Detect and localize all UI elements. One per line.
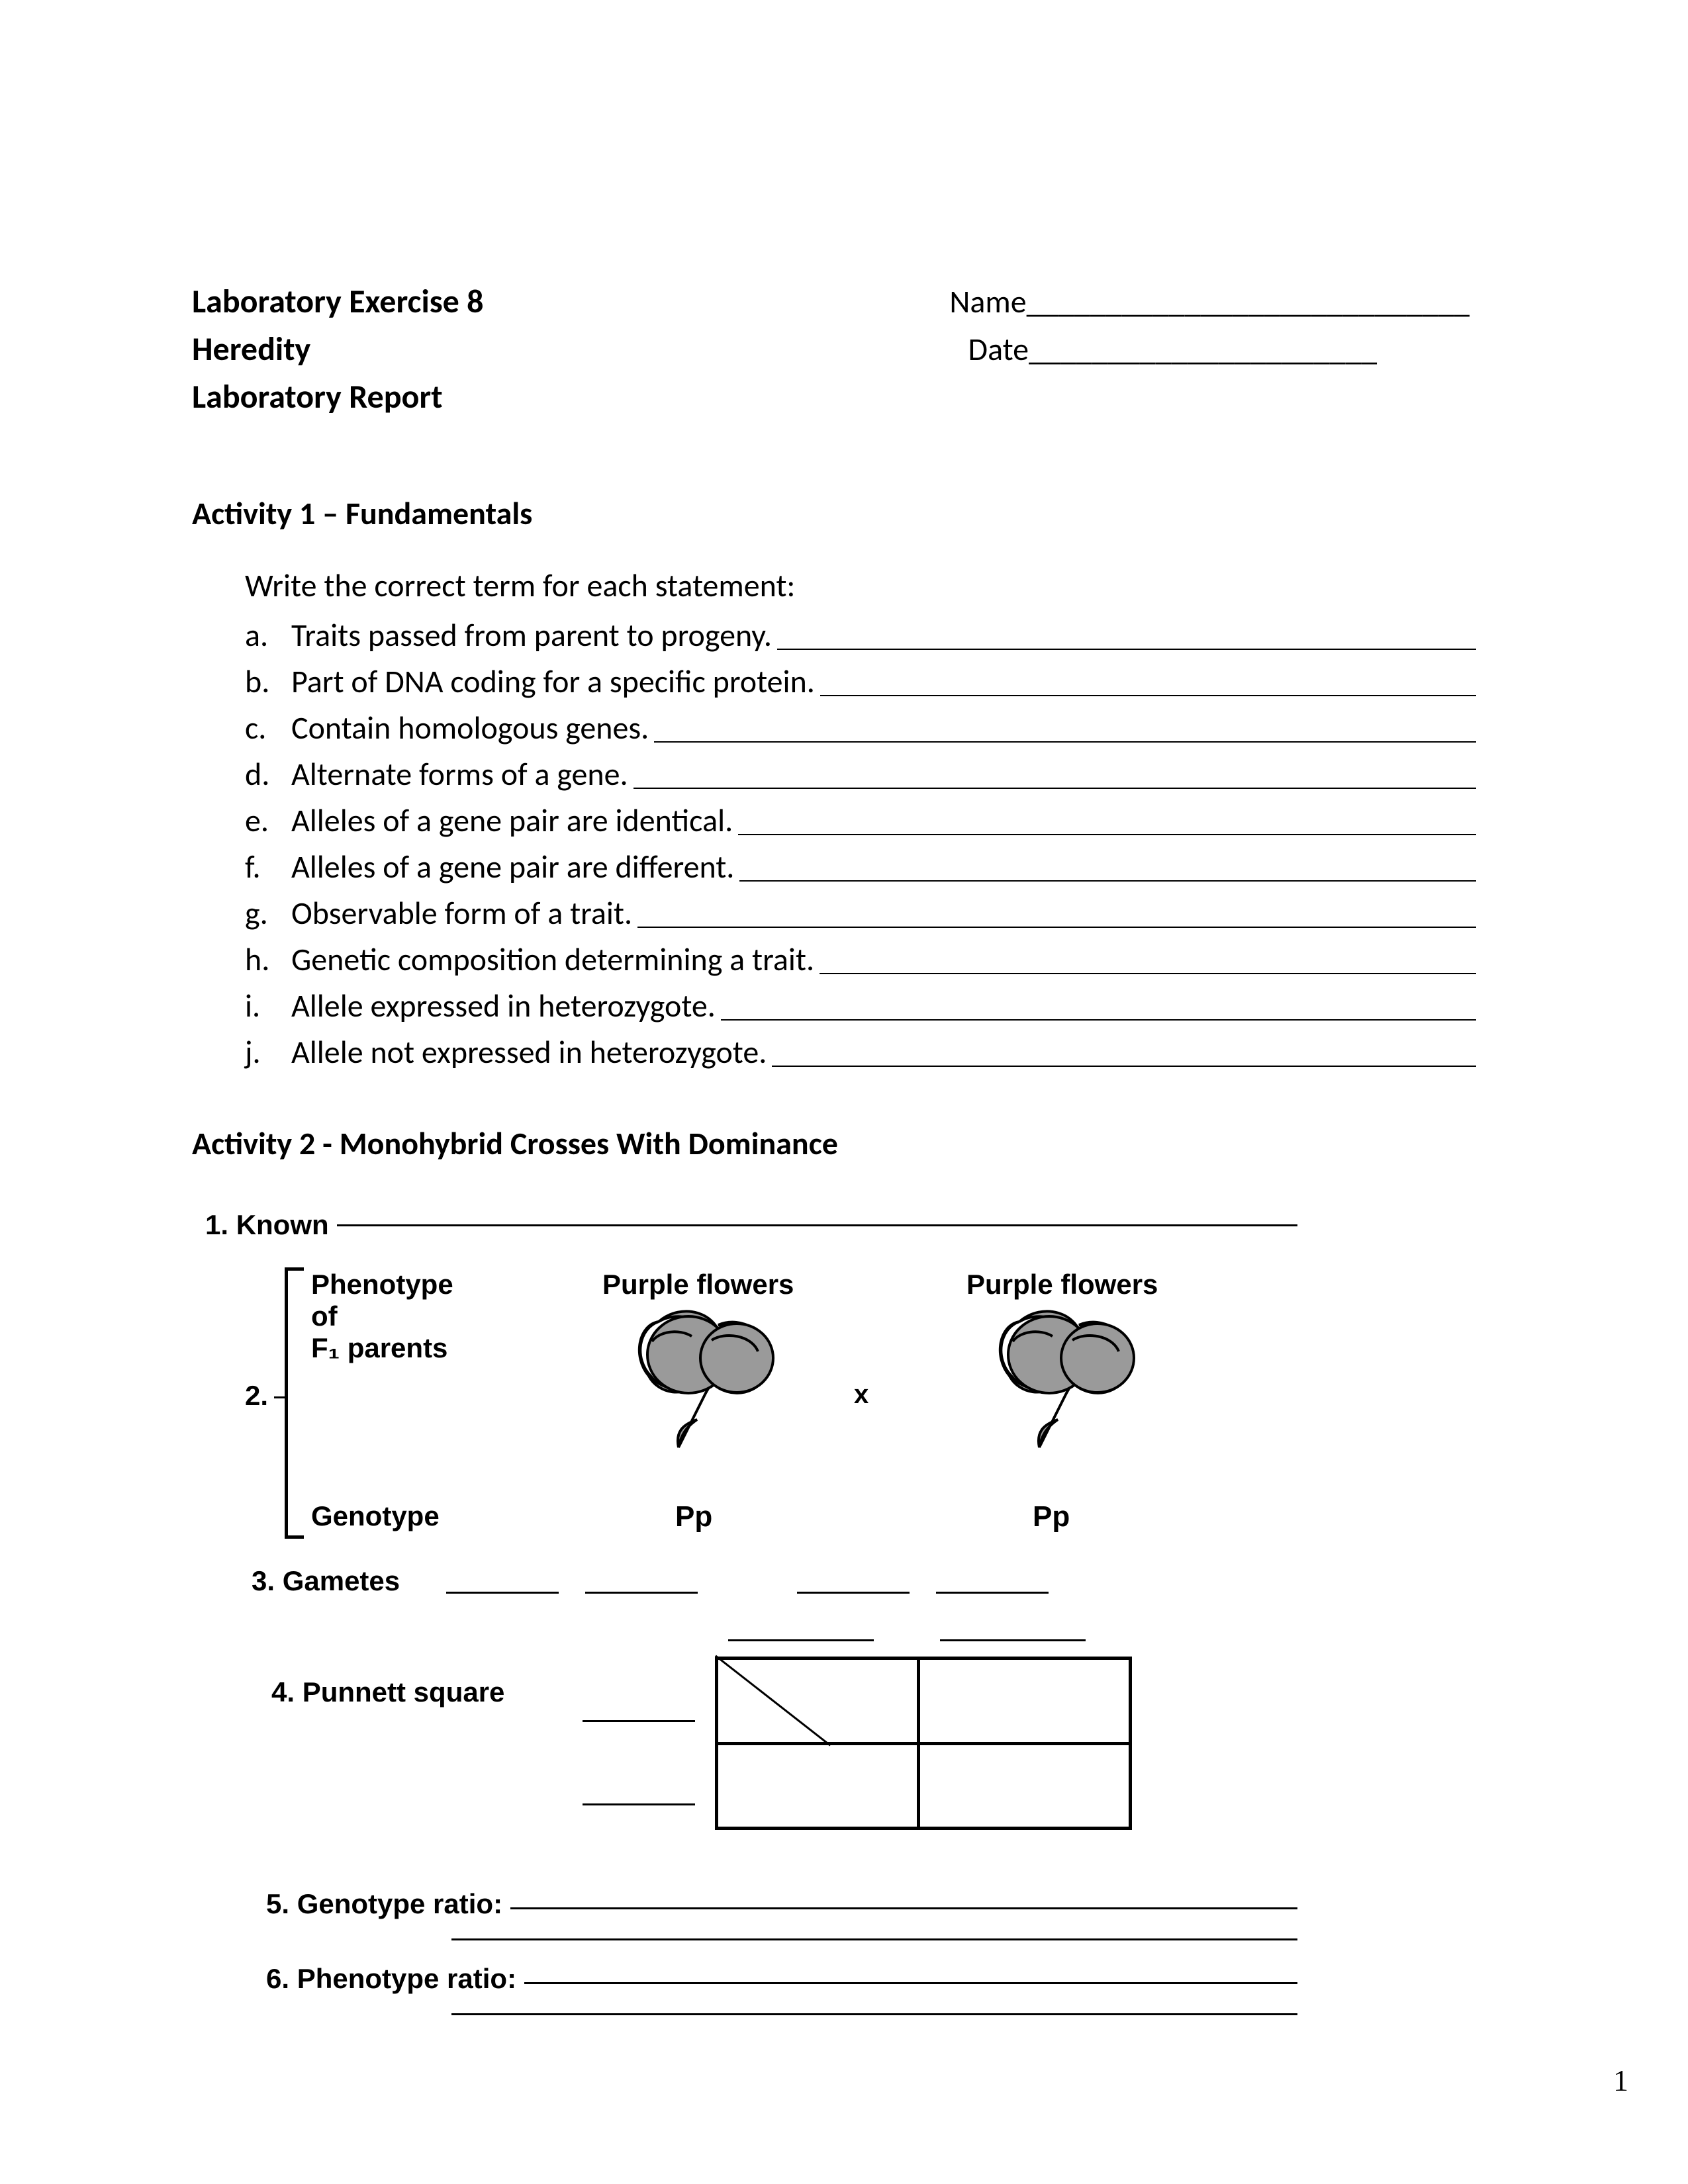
name-field: Name____________________________: [949, 278, 1496, 326]
punnett-square[interactable]: [715, 1657, 1132, 1830]
date-label: Date: [968, 330, 1029, 369]
blank-f[interactable]: [739, 846, 1476, 882]
activity1-instruction: Write the correct term for each statemen…: [245, 566, 1496, 605]
step2-bracket: 2. Phenotype of F₁ parents Genotype Purp…: [245, 1267, 1496, 1552]
worksheet-page: Laboratory Exercise 8 Name______________…: [192, 278, 1496, 2015]
punnett-top-blank-1[interactable]: [728, 1639, 874, 1641]
q-c: c.Contain homologous genes.: [245, 707, 1496, 753]
header-row-2: Heredity Date______________________: [192, 326, 1496, 373]
blank-b[interactable]: [820, 660, 1476, 696]
step4-wrap: 4. Punnett square: [252, 1637, 1496, 1862]
date-blank[interactable]: ______________________: [1029, 330, 1377, 369]
page-number: 1: [1613, 2063, 1628, 2098]
gametes-blanks[interactable]: [446, 1585, 1049, 1597]
activity2-title: Activity 2 - Monohybrid Crosses With Dom…: [192, 1124, 1496, 1163]
cross-symbol: x: [854, 1380, 868, 1410]
flower2-icon: [980, 1295, 1178, 1467]
q-e: e.Alleles of a gene pair are identical.: [245, 799, 1496, 846]
step5-row: 5. Genotype ratio:: [266, 1888, 1496, 1940]
step1-row: 1. Known: [205, 1209, 1496, 1241]
title-line-2: Heredity: [192, 326, 310, 373]
date-field: Date______________________: [968, 326, 1496, 373]
step5-label: 5. Genotype ratio:: [266, 1888, 502, 1920]
step4-label: 4. Punnett square: [271, 1676, 504, 1708]
step1-blank[interactable]: [337, 1224, 1297, 1226]
step2-number: 2.: [245, 1380, 268, 1412]
q-a: a.Traits passed from parent to progeny.: [245, 614, 1496, 660]
step3-row: 3. Gametes: [252, 1565, 1496, 1597]
step6-blank-2[interactable]: [451, 2013, 1297, 2015]
step6-blank-1[interactable]: [524, 1982, 1297, 1984]
q-f: f.Alleles of a gene pair are different.: [245, 846, 1496, 892]
step5-blank-1[interactable]: [510, 1907, 1297, 1909]
q-b: b.Part of DNA coding for a specific prot…: [245, 660, 1496, 707]
phenotype-label: Phenotype of F₁ parents: [311, 1269, 453, 1364]
blank-c[interactable]: [654, 707, 1476, 743]
title-line-1: Laboratory Exercise 8: [192, 278, 484, 326]
genotype1: Pp: [675, 1500, 712, 1533]
q-g: g.Observable form of a trait.: [245, 892, 1496, 938]
punnett-top-blank-2[interactable]: [940, 1639, 1086, 1641]
genotype2: Pp: [1033, 1500, 1070, 1533]
punnett-left-blank-2[interactable]: [583, 1803, 695, 1805]
title-line-3: Laboratory Report: [192, 373, 443, 421]
step6-label: 6. Phenotype ratio:: [266, 1963, 516, 1995]
step6-row: 6. Phenotype ratio:: [266, 1963, 1496, 2015]
genotype-label: Genotype: [311, 1500, 440, 1532]
header-row-3: Laboratory Report: [192, 373, 1496, 421]
q-h: h.Genetic composition determining a trai…: [245, 938, 1496, 985]
q-i: i.Allele expressed in heterozygote.: [245, 985, 1496, 1031]
flower1-icon: [619, 1295, 818, 1467]
punnett-left-blank-1[interactable]: [583, 1720, 695, 1722]
activity1-title: Activity 1 – Fundamentals: [192, 494, 1496, 533]
activity2-figure: 1. Known 2. Phenotype of F₁ parents Geno…: [205, 1209, 1496, 2015]
blank-a[interactable]: [777, 614, 1476, 650]
step2-dash: [274, 1396, 285, 1398]
q-d: d.Alternate forms of a gene.: [245, 753, 1496, 799]
name-label: Name: [949, 282, 1026, 321]
activity1-list: a.Traits passed from parent to progeny. …: [245, 614, 1496, 1077]
blank-e[interactable]: [738, 799, 1476, 835]
blank-g[interactable]: [637, 892, 1476, 928]
header-row-1: Laboratory Exercise 8 Name______________…: [192, 278, 1496, 326]
step5-blank-2[interactable]: [451, 1938, 1297, 1940]
blank-i[interactable]: [721, 985, 1476, 1021]
blank-d[interactable]: [633, 753, 1476, 789]
step1-label: 1. Known: [205, 1209, 329, 1241]
q-j: j.Allele not expressed in heterozygote.: [245, 1031, 1496, 1077]
blank-h[interactable]: [820, 938, 1476, 974]
bracket-icon: [285, 1267, 304, 1539]
name-blank[interactable]: ____________________________: [1027, 282, 1470, 321]
step3-label: 3. Gametes: [252, 1565, 400, 1597]
blank-j[interactable]: [772, 1031, 1476, 1067]
